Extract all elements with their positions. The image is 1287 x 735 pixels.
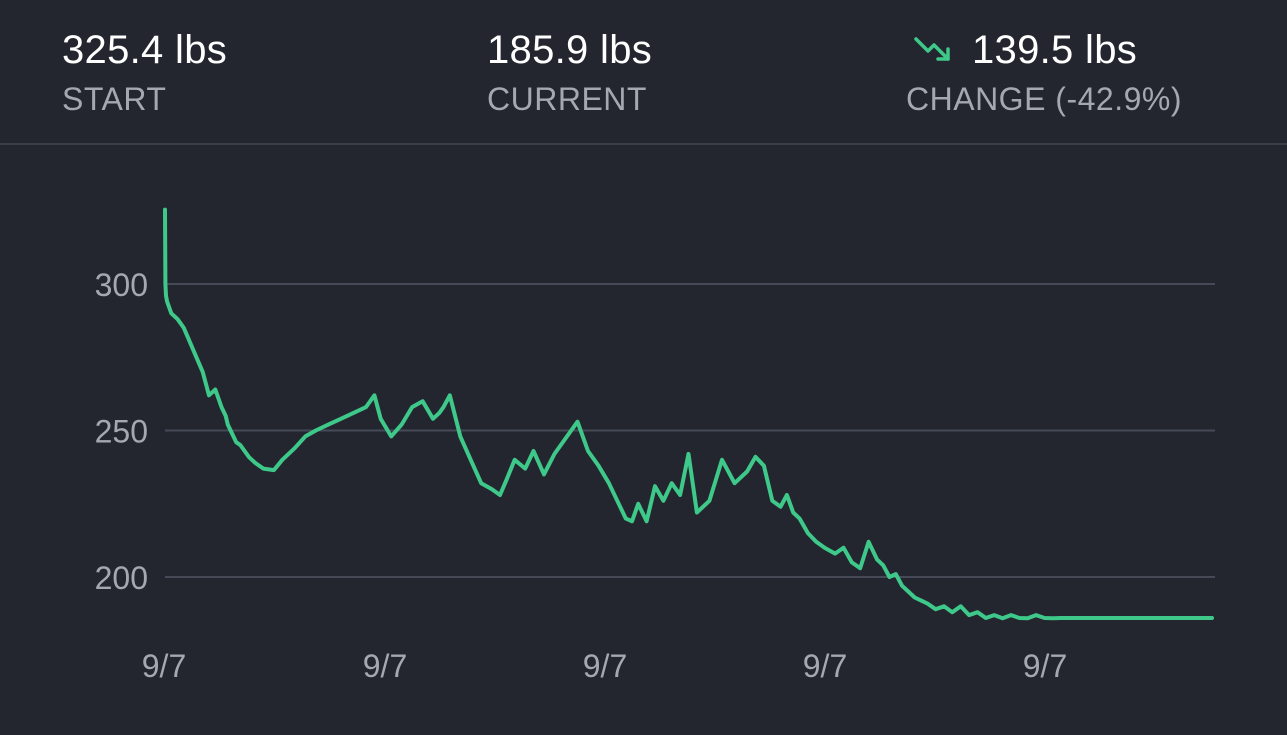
change-weight-value: 139.5 lbs — [972, 28, 1138, 72]
x-tick-label: 9/7 — [583, 648, 627, 684]
x-tick-label: 9/7 — [803, 648, 847, 684]
y-tick-label: 300 — [95, 267, 148, 303]
stat-start: 325.4 lbs START — [62, 28, 227, 118]
y-tick-label: 200 — [95, 560, 148, 596]
trending-down-icon — [914, 37, 950, 61]
y-tick-label: 250 — [95, 414, 148, 450]
start-label: START — [62, 81, 167, 117]
weight-series-line — [163, 207, 1214, 621]
current-label: CURRENT — [487, 81, 647, 117]
current-weight-value: 185.9 lbs — [487, 28, 653, 72]
x-tick-label: 9/7 — [363, 648, 407, 684]
stats-header: 325.4 lbs START 185.9 lbs CURRENT 139.5 … — [0, 0, 1287, 145]
stat-current: 185.9 lbs CURRENT — [487, 28, 652, 118]
x-tick-label: 9/7 — [1023, 648, 1067, 684]
change-value-row: 139.5 lbs — [914, 28, 1182, 72]
stat-change: 139.5 lbs CHANGE (-42.9%) — [906, 28, 1182, 118]
change-label: CHANGE (-42.9%) — [906, 81, 1182, 117]
weight-line-chart: 200 250 300 9/7 9/7 9/7 9/7 9/7 — [95, 207, 1215, 684]
start-weight-value: 325.4 lbs — [62, 28, 228, 72]
x-tick-label: 9/7 — [142, 648, 186, 684]
